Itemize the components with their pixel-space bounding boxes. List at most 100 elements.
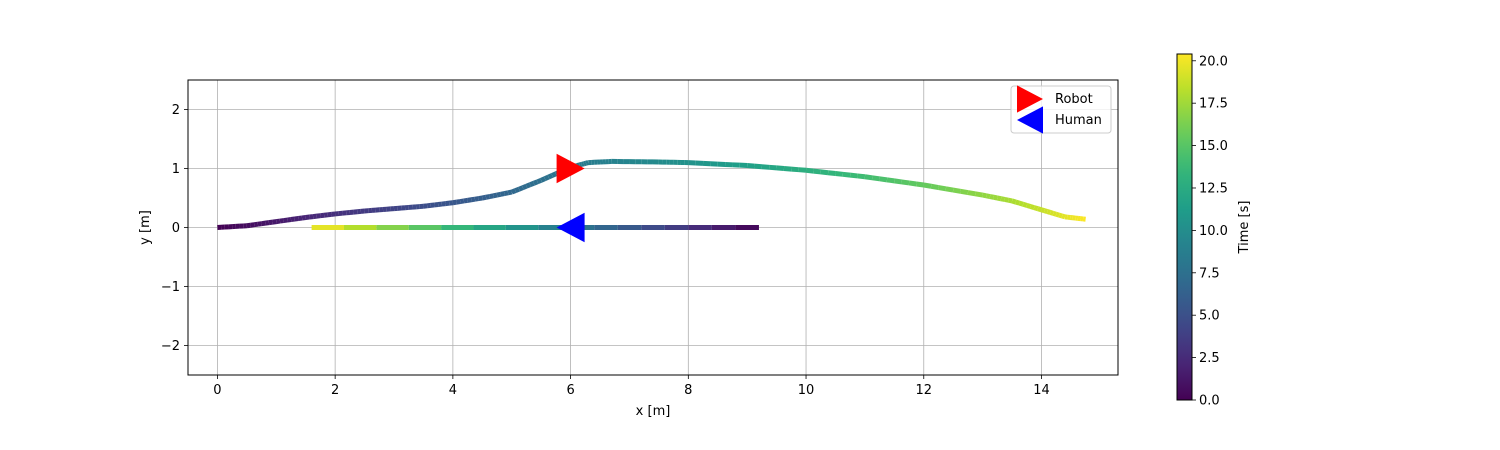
x-tick-label: 2 <box>331 383 339 398</box>
trajectory-segment <box>481 194 487 201</box>
trajectory-segment <box>286 217 292 223</box>
trajectory-segment <box>1033 205 1039 212</box>
trajectory-segment <box>1058 212 1063 219</box>
trajectory-segment <box>993 194 998 201</box>
y-tick-label: 1 <box>172 162 180 177</box>
trajectory-segment <box>893 178 903 185</box>
trajectory-segment <box>246 222 251 229</box>
colorbar-tick-label: 10.0 <box>1199 224 1228 239</box>
trajectory-segment <box>1022 201 1028 208</box>
trajectory-segment <box>776 165 785 171</box>
x-tick-label: 14 <box>1033 383 1050 398</box>
x-tick-label: 10 <box>798 383 815 398</box>
trajectory-segment <box>492 192 498 199</box>
trajectory-segment <box>945 186 954 193</box>
trajectory-segment <box>1004 197 1009 203</box>
trajectory-segment <box>952 187 961 194</box>
y-tick-label: 0 <box>172 221 180 236</box>
trajectory-segment <box>583 160 587 167</box>
trajectory-segment <box>529 180 535 188</box>
trajectory-segment <box>1000 196 1006 202</box>
colorbar: 0.0 2.5 5.0 7.5 10.0 12.5 15.0 17.5 20.0 Time [s… <box>1176 53 1252 409</box>
trajectory-segment <box>540 176 546 183</box>
human-marker-icon <box>556 212 585 243</box>
x-tick-label: 8 <box>684 383 692 398</box>
trajectory-segment <box>1011 198 1017 205</box>
trajectory-segment <box>798 167 807 173</box>
trajectory-segment <box>510 188 517 195</box>
trajectory-segment <box>849 172 858 179</box>
x-tick-label: 12 <box>915 383 932 398</box>
colorbar-ticks: 0.0 2.5 5.0 7.5 10.0 12.5 15.0 17.5 20.0 <box>1192 54 1228 409</box>
trajectory-segment <box>967 190 976 197</box>
trajectory-segment <box>585 160 589 166</box>
trajectory-segment <box>294 216 299 222</box>
trajectory-segment <box>1015 199 1021 206</box>
trajectory-segment <box>769 164 777 171</box>
trajectory-segment <box>974 191 984 198</box>
trajectory-segment <box>923 182 932 189</box>
trajectory-segment <box>521 183 528 190</box>
y-axis-ticks: −2 −1 0 1 2 <box>161 103 188 354</box>
trajectory-segment <box>283 217 288 224</box>
trajectory-segment <box>485 194 491 200</box>
trajectory-segment <box>791 166 799 173</box>
trajectory-segment <box>886 177 895 184</box>
colorbar-tick-label: 17.5 <box>1199 97 1228 112</box>
trajectory-segment <box>279 218 284 224</box>
trajectory-segment <box>827 170 836 176</box>
trajectory-segment <box>864 174 873 181</box>
trajectory-segment <box>1026 202 1032 209</box>
trajectory-segment <box>257 221 262 227</box>
trajectory-segment <box>463 197 468 204</box>
trajectory-segment <box>580 161 585 167</box>
trajectory-segment <box>452 199 457 206</box>
trajectory-segment <box>470 196 476 203</box>
trajectory-segment <box>1018 200 1024 207</box>
x-tick-label: 0 <box>213 383 221 398</box>
x-axis-label: x [m] <box>636 404 671 419</box>
trajectory-segment <box>857 173 866 180</box>
trajectory-segment <box>901 179 910 186</box>
y-tick-label: −1 <box>161 280 180 295</box>
trajectory-segment <box>842 171 851 178</box>
trajectory-segment <box>474 196 480 202</box>
trajectory-segment <box>507 189 513 196</box>
x-tick-label: 6 <box>566 383 574 398</box>
trajectory-segment <box>459 198 465 205</box>
y-axis-label: y [m] <box>138 210 153 245</box>
trajectory-segment <box>761 164 770 170</box>
trajectory-segment <box>960 188 969 196</box>
colorbar-tick-label: 2.5 <box>1199 351 1220 366</box>
trajectory-segment <box>264 220 270 226</box>
trajectory-segment <box>1046 209 1052 215</box>
colorbar-tick-label: 12.5 <box>1199 181 1228 196</box>
trajectory-segment <box>1061 213 1066 220</box>
robot-trajectory <box>217 158 1086 230</box>
trajectory-segment <box>1043 208 1049 214</box>
position-markers <box>556 153 585 243</box>
trajectory-segment <box>514 186 521 193</box>
legend-human-label: Human <box>1055 113 1102 128</box>
y-tick-label: −2 <box>161 339 180 354</box>
trajectory-segment <box>908 180 917 187</box>
trajectory-segment <box>301 214 307 221</box>
trajectory-segment <box>547 173 554 180</box>
trajectory-segment <box>813 168 822 175</box>
trajectory-segment <box>272 219 277 225</box>
trajectory-segment <box>268 219 273 226</box>
colorbar-tick-label: 5.0 <box>1199 309 1220 324</box>
trajectory-segment <box>982 192 987 199</box>
colorbar-tick-label: 20.0 <box>1199 54 1228 69</box>
trajectory-segment <box>290 216 296 223</box>
trajectory-segment <box>261 220 266 227</box>
trajectory-segment <box>478 195 483 202</box>
colorbar-gradient <box>1176 53 1193 401</box>
trajectory-segment <box>996 195 1002 202</box>
trajectory-segment <box>543 174 550 181</box>
trajectory-segment <box>879 176 888 183</box>
trajectory-segment <box>298 215 303 221</box>
trajectory-segment <box>746 163 755 169</box>
colorbar-tick-label: 7.5 <box>1199 266 1220 281</box>
